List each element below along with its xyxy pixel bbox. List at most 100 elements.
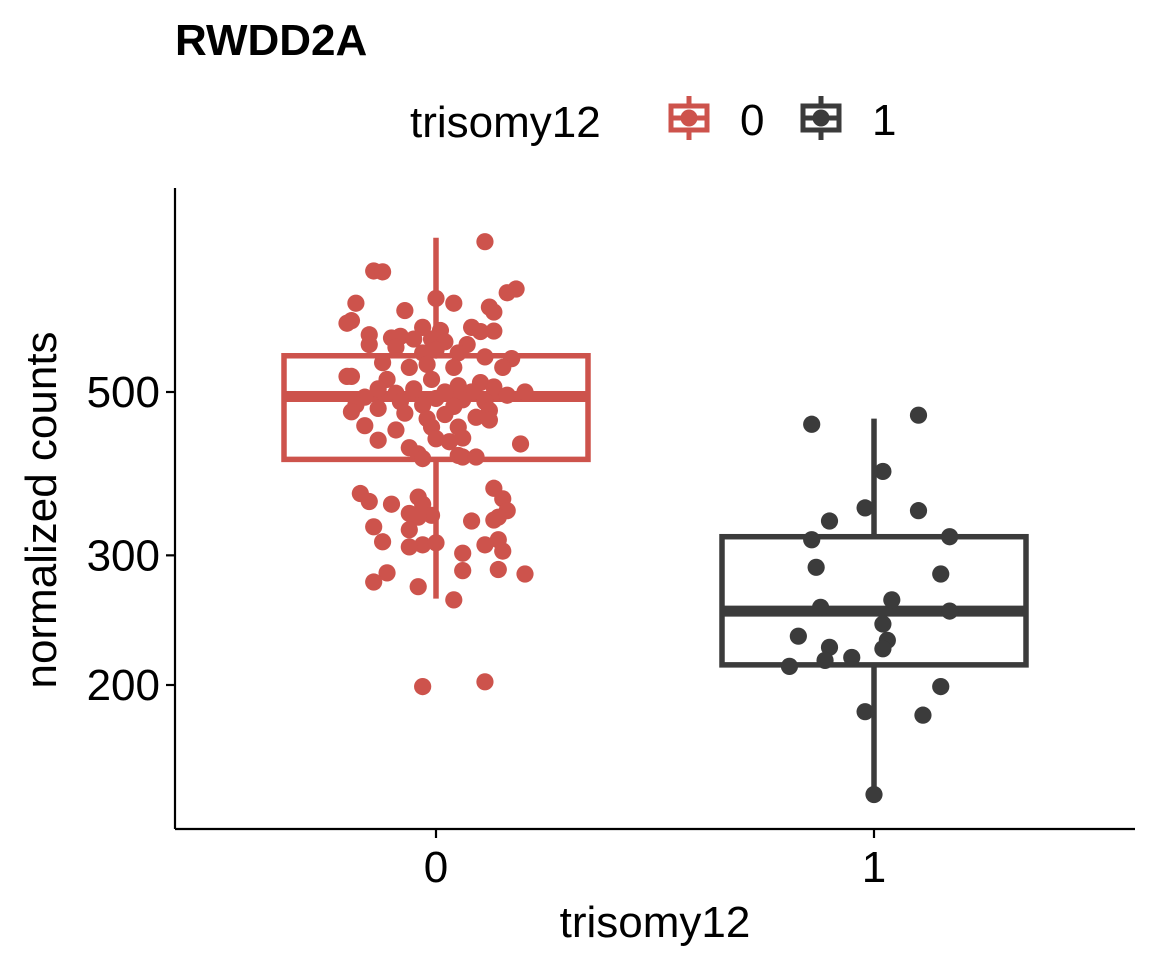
data-point	[414, 396, 432, 414]
legend-label: 1	[872, 96, 896, 145]
data-point	[874, 640, 892, 658]
data-point	[427, 430, 445, 448]
data-point	[780, 657, 799, 675]
data-point	[400, 538, 418, 556]
y-tick-label: 300	[87, 531, 160, 580]
data-point	[454, 448, 472, 466]
data-point	[445, 294, 463, 312]
y-tick-label: 200	[87, 661, 160, 710]
data-point	[803, 415, 821, 433]
data-point	[463, 512, 481, 530]
data-point	[454, 562, 472, 580]
data-point	[812, 598, 830, 616]
legend-key-point	[812, 109, 830, 127]
data-point	[378, 564, 396, 582]
data-point	[516, 565, 534, 583]
data-point	[427, 289, 445, 308]
data-point	[807, 558, 825, 576]
data-point	[449, 344, 467, 362]
data-point	[909, 406, 928, 424]
data-point	[369, 380, 387, 398]
data-point	[342, 403, 361, 421]
data-point	[476, 673, 494, 691]
data-point	[489, 560, 507, 579]
box-body	[719, 533, 1029, 668]
data-point	[932, 565, 950, 583]
data-point	[485, 511, 503, 529]
data-point	[405, 330, 423, 348]
data-point	[427, 389, 445, 408]
data-point	[454, 429, 472, 447]
legend-key-point	[680, 109, 698, 127]
data-point	[369, 399, 387, 418]
data-point	[865, 785, 883, 804]
data-point	[820, 638, 839, 656]
data-point	[467, 408, 485, 426]
data-point	[365, 573, 383, 591]
data-point	[471, 322, 490, 341]
data-point	[440, 433, 458, 451]
data-point	[498, 284, 516, 302]
data-point	[843, 648, 861, 667]
data-point	[883, 591, 901, 609]
data-point	[422, 506, 441, 524]
legend-title: trisomy12	[410, 98, 601, 147]
data-point	[360, 335, 378, 354]
y-axis-title: normalized counts	[17, 331, 66, 688]
data-point	[498, 386, 516, 404]
data-point	[374, 263, 392, 281]
data-point	[909, 502, 928, 520]
data-point	[338, 314, 356, 332]
x-tick-label: 0	[424, 843, 448, 892]
data-point	[874, 462, 892, 481]
y-tick-label: 500	[87, 368, 160, 417]
data-point	[789, 627, 807, 645]
x-axis-title: trisomy12	[560, 898, 751, 947]
data-point	[374, 533, 392, 551]
data-point	[422, 370, 441, 389]
data-point	[387, 338, 405, 356]
data-point	[485, 378, 503, 396]
chart-title: RWDD2A	[175, 16, 367, 65]
data-point	[338, 367, 356, 385]
data-point	[485, 303, 503, 321]
data-point	[396, 301, 414, 320]
data-point	[374, 354, 392, 372]
data-point	[494, 358, 512, 376]
data-point	[396, 404, 414, 422]
data-point	[476, 536, 494, 554]
legend-key-0: 0	[668, 96, 764, 145]
x-tick-label: 1	[862, 843, 886, 892]
data-point	[445, 358, 463, 376]
data-point	[445, 591, 463, 609]
data-point	[516, 383, 534, 401]
data-point	[414, 678, 432, 696]
data-point	[856, 703, 874, 721]
box-group-1	[719, 418, 1029, 795]
data-point	[382, 495, 401, 513]
points-1	[780, 406, 959, 804]
data-point	[816, 651, 834, 669]
data-point	[494, 542, 512, 560]
data-point	[820, 512, 839, 530]
data-point	[427, 341, 445, 359]
data-point	[941, 528, 959, 546]
data-point	[418, 355, 436, 374]
data-point	[369, 431, 387, 449]
data-point	[467, 448, 485, 466]
data-point	[405, 380, 423, 398]
data-point	[360, 492, 378, 511]
data-point	[485, 322, 503, 340]
data-point	[414, 536, 432, 554]
data-point	[436, 405, 454, 424]
plot-area	[281, 233, 1029, 804]
data-point	[803, 531, 821, 549]
data-point	[476, 348, 494, 366]
data-point	[400, 521, 418, 539]
data-point	[480, 411, 498, 429]
